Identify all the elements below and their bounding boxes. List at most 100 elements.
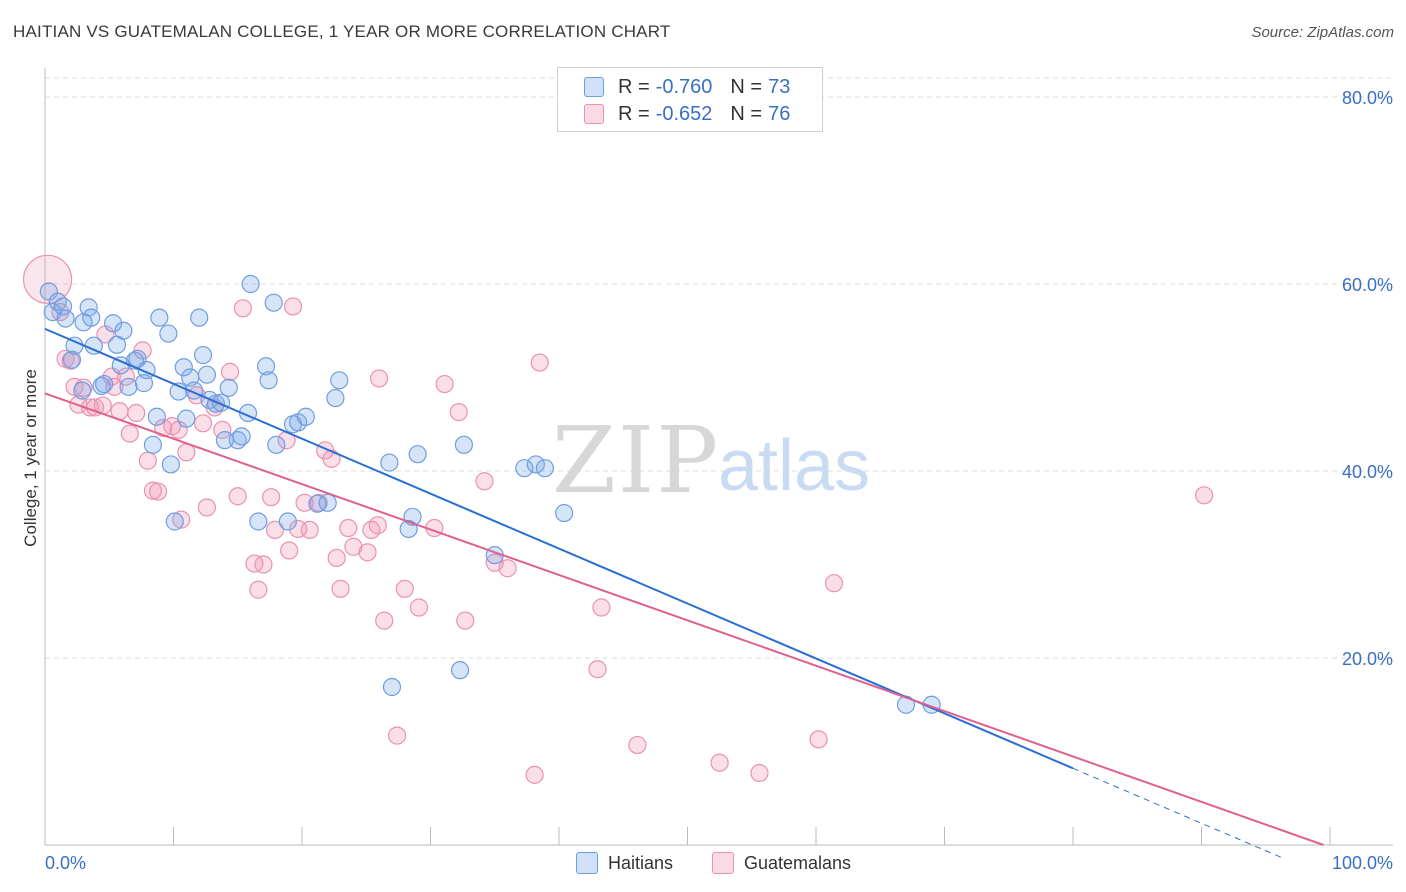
haitian-point — [256, 357, 276, 376]
guatemalan-point — [358, 543, 377, 562]
watermark-zip: ZIP — [552, 407, 720, 514]
haitian-point — [380, 453, 399, 472]
haitian-point — [249, 512, 268, 531]
guatemalan-point — [120, 424, 139, 443]
guatemalan-point — [213, 420, 232, 439]
x-tick-label: 100.0% — [1332, 853, 1393, 873]
haitians-swatch — [584, 77, 604, 97]
guatemalan-point — [628, 735, 647, 755]
guatemalan-point — [395, 579, 414, 598]
guatemalan-point — [475, 472, 494, 491]
guatemalan-point — [233, 299, 252, 318]
haitian-point — [259, 371, 278, 390]
guatemalan-point — [228, 487, 247, 506]
guatemalan-point — [435, 374, 454, 394]
haitian-point — [278, 512, 297, 531]
haitian-point — [211, 393, 231, 412]
guatemalan-point — [193, 414, 213, 433]
haitian-point — [318, 493, 337, 512]
haitian-point — [161, 455, 181, 474]
haitian-point — [515, 459, 534, 478]
haitian-point — [526, 455, 545, 474]
haitian-point — [193, 345, 213, 365]
guatemalan-point — [375, 611, 394, 630]
legend-n-value: 73 — [768, 75, 791, 98]
haitians-trend-extension — [1072, 767, 1286, 860]
haitian-point — [241, 274, 260, 294]
haitian-point — [264, 293, 283, 312]
guatemalan-point — [22, 254, 73, 304]
haitian-point — [326, 388, 345, 408]
guatemalan-point — [197, 498, 217, 517]
guatemalan-point — [327, 548, 346, 568]
haitian-point — [267, 435, 286, 454]
guatemalan-point — [283, 297, 303, 316]
guatemalan-point — [370, 369, 389, 388]
legend-r-value: -0.760 — [655, 75, 713, 98]
y-tick-label: 40.0% — [1342, 462, 1393, 482]
legend-r-value: -0.652 — [655, 102, 713, 125]
haitian-point — [165, 512, 184, 531]
correlation-legend: R = -0.760 N = 73 R = -0.652 N = 76 — [557, 67, 823, 132]
guatemalans-swatch — [584, 104, 604, 124]
legend-row-haitians: R = -0.760 N = 73 — [584, 75, 790, 99]
haitian-point — [82, 308, 101, 327]
haitian-point — [56, 309, 75, 328]
guatemalan-point — [172, 510, 191, 529]
y-tick-label: 60.0% — [1342, 275, 1393, 295]
guatemalan-point — [61, 351, 80, 370]
haitian-point — [382, 677, 402, 697]
haitian-point — [119, 377, 138, 396]
guatemalan-point — [138, 451, 157, 470]
guatemalan-point — [750, 763, 769, 783]
bottom-legend-haitians: Haitians — [576, 852, 673, 874]
guatemalan-point — [409, 598, 429, 617]
guatemalan-point — [1194, 486, 1214, 505]
haitian-point — [174, 358, 193, 377]
x-tick-label: 0.0% — [45, 853, 86, 873]
guatemalan-point — [498, 559, 517, 578]
haitian-point — [408, 445, 427, 464]
haitian-point — [454, 435, 474, 454]
legend-r-label: R = — [618, 75, 650, 98]
guatemalan-point — [295, 493, 314, 512]
guatemalan-point — [105, 377, 124, 396]
guatemalans-legend-swatch — [712, 852, 734, 874]
guatemalan-point — [280, 541, 299, 560]
haitian-point — [219, 378, 238, 397]
haitian-point — [39, 282, 58, 301]
chart-title: HAITIAN VS GUATEMALAN COLLEGE, 1 YEAR OR… — [13, 22, 671, 41]
haitian-point — [296, 407, 315, 426]
haitian-point — [197, 365, 217, 384]
guatemalan-point — [525, 765, 544, 784]
legend-r-label: R = — [618, 102, 650, 125]
guatemalan-point — [143, 481, 163, 500]
bottom-legend-guatemalans: Guatemalans — [712, 852, 851, 874]
guatemalan-point — [530, 353, 549, 372]
haitian-point — [150, 308, 169, 327]
haitian-point — [92, 376, 111, 396]
guatemalan-point — [262, 488, 281, 507]
guatemalan-point — [456, 611, 475, 630]
guatemalan-point — [254, 555, 273, 574]
guatemalan-point — [824, 574, 844, 593]
guatemalan-point — [148, 482, 168, 501]
haitians-legend-label: Haitians — [608, 852, 674, 873]
guatemalans-trend-line — [44, 392, 1324, 846]
haitian-point — [159, 324, 178, 343]
haitian-point — [535, 459, 554, 478]
haitian-point — [73, 381, 92, 400]
haitian-point — [143, 435, 163, 454]
haitian-point — [79, 298, 98, 317]
guatemalan-point — [449, 402, 468, 422]
guatemalan-point — [265, 520, 285, 540]
watermark-atlas: atlas — [718, 426, 870, 506]
legend-n-value: 76 — [768, 102, 791, 125]
haitian-point — [114, 321, 133, 340]
guatemalan-point — [331, 579, 350, 598]
guatemalan-point — [809, 730, 828, 749]
haitian-point — [232, 427, 251, 446]
guatemalan-point — [710, 753, 729, 772]
haitian-point — [62, 350, 82, 369]
